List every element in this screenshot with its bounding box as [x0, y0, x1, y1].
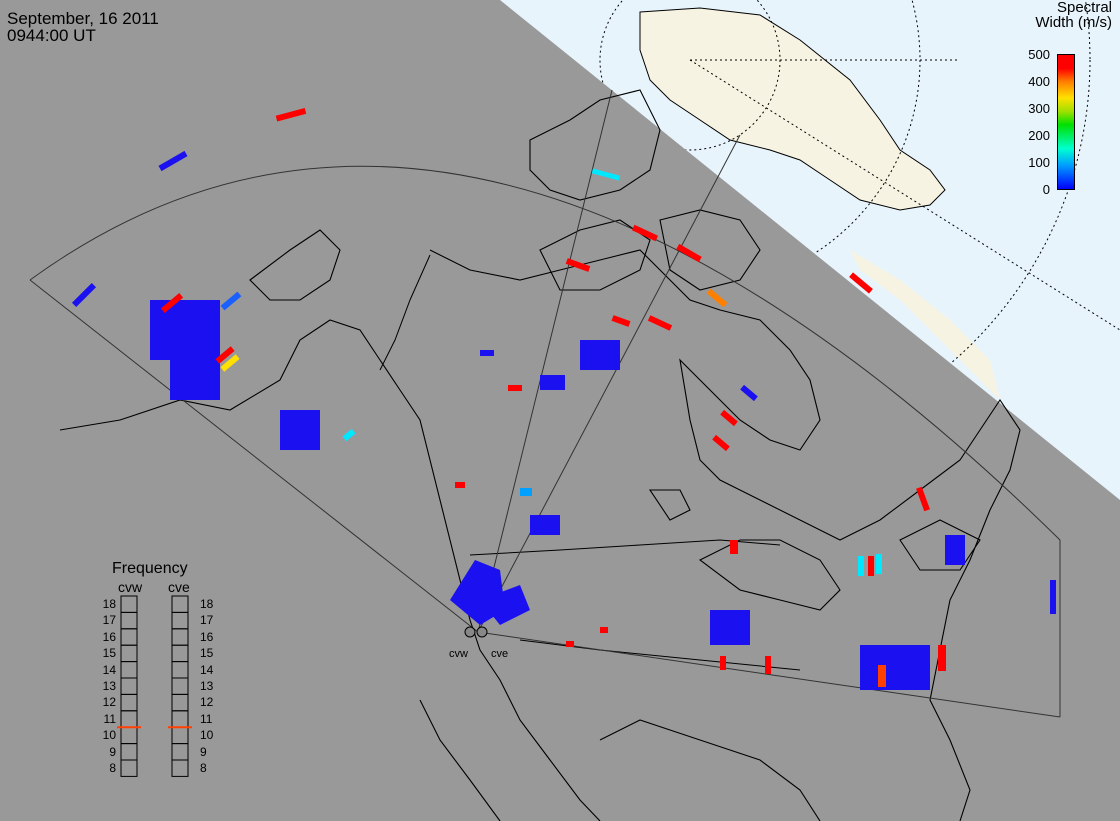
- frequency-level-right: 17: [200, 613, 214, 628]
- frequency-level-right: 10: [200, 728, 214, 743]
- frequency-level-left: 11: [103, 711, 116, 726]
- borders: [379, 254, 801, 671]
- frequency-level-right: 15: [200, 646, 214, 661]
- frequency-level-left: 10: [102, 728, 116, 743]
- greenland-day-land: [639, 7, 946, 211]
- colorbar-tick-label: 500: [1028, 47, 1050, 62]
- latitude-circle: [500, 0, 1091, 461]
- near-range-echoes: [450, 560, 530, 625]
- frequency-level-left: 12: [102, 695, 116, 710]
- frequency-level-left: 8: [109, 761, 116, 775]
- labrador-day-land: [850, 250, 1000, 400]
- coastlines: [59, 89, 1021, 821]
- radar-site-cvw: [464, 626, 476, 638]
- frequency-level-right: 14: [200, 662, 214, 677]
- frequency-level-right: 11: [200, 711, 213, 726]
- frequency-level-left: 9: [109, 744, 116, 759]
- frequency-level-right: 16: [200, 629, 214, 644]
- map-date: September, 16 2011: [7, 9, 159, 28]
- frequency-level-left: 13: [102, 679, 116, 693]
- frequency-level-left: 17: [102, 613, 116, 628]
- frequency-level-right: 8: [200, 761, 207, 775]
- colorbar-tick-label: 200: [1028, 128, 1050, 143]
- map-time: 0944:00 UT: [7, 26, 96, 45]
- radar-site-cve: [476, 626, 488, 638]
- colorbar-tick-label: 300: [1028, 101, 1050, 116]
- day-region: [500, 0, 1120, 500]
- frequency-level-right: 13: [200, 679, 214, 693]
- colorbar-tick-label: 100: [1028, 155, 1050, 170]
- frequency-radar-cvw-label: cvw: [118, 579, 143, 595]
- radar-field-of-view: [29, 89, 1061, 718]
- colorbar-tick-label: 400: [1028, 74, 1050, 89]
- frequency-level-right: 12: [200, 695, 214, 710]
- frequency-level-right: 18: [200, 597, 214, 611]
- site-label-cvw: cvw: [449, 648, 468, 660]
- frequency-level-left: 16: [102, 629, 116, 644]
- frequency-level-left: 14: [102, 662, 116, 677]
- frequency-radar-cve-label: cve: [168, 579, 190, 595]
- colorbar-title: Spectral Width (m/s): [992, 0, 1112, 30]
- frequency-level-right: 9: [200, 744, 207, 759]
- site-label-cve: cve: [491, 648, 509, 660]
- colorbar-tick-label: 0: [1042, 182, 1050, 197]
- frequency-level-left: 15: [102, 646, 116, 661]
- echo-cells: [71, 107, 1056, 690]
- frequency-title: Frequency: [112, 560, 188, 577]
- spectral-width-colorbar: [1057, 54, 1075, 190]
- colorbar-title-line2: Width (m/s): [1035, 14, 1112, 31]
- frequency-level-left: 18: [102, 597, 116, 611]
- colorbar-title-line1: Spectral: [1056, 0, 1112, 16]
